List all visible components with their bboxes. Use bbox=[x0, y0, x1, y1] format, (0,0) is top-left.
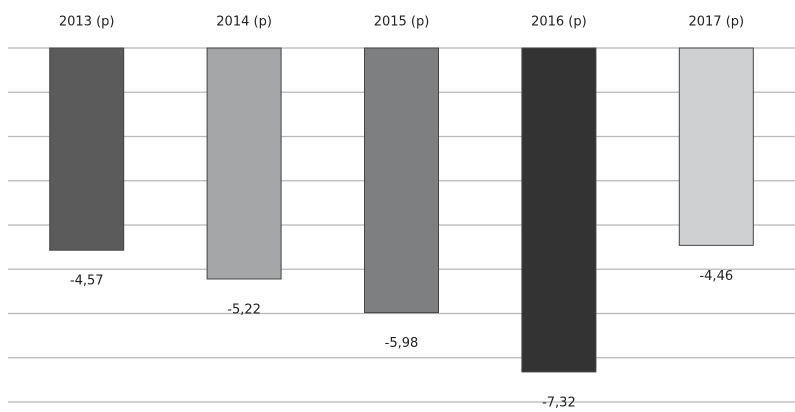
bar bbox=[49, 47, 125, 251]
bar bbox=[678, 47, 754, 246]
value-label: -5,98 bbox=[385, 336, 419, 351]
x-tick-label: 2013 (p) bbox=[59, 15, 115, 30]
bar bbox=[364, 47, 439, 314]
value-label: -7,32 bbox=[542, 395, 576, 410]
x-tick-label: 2015 (p) bbox=[374, 15, 430, 30]
bar bbox=[206, 47, 282, 280]
value-label: -4,46 bbox=[699, 269, 733, 284]
bar bbox=[521, 47, 597, 373]
value-label: -4,57 bbox=[70, 274, 104, 289]
x-tick-label: 2014 (p) bbox=[216, 15, 272, 30]
x-tick-label: 2016 (p) bbox=[531, 15, 587, 30]
value-label: -5,22 bbox=[227, 302, 261, 317]
x-tick-label: 2017 (p) bbox=[688, 15, 744, 30]
